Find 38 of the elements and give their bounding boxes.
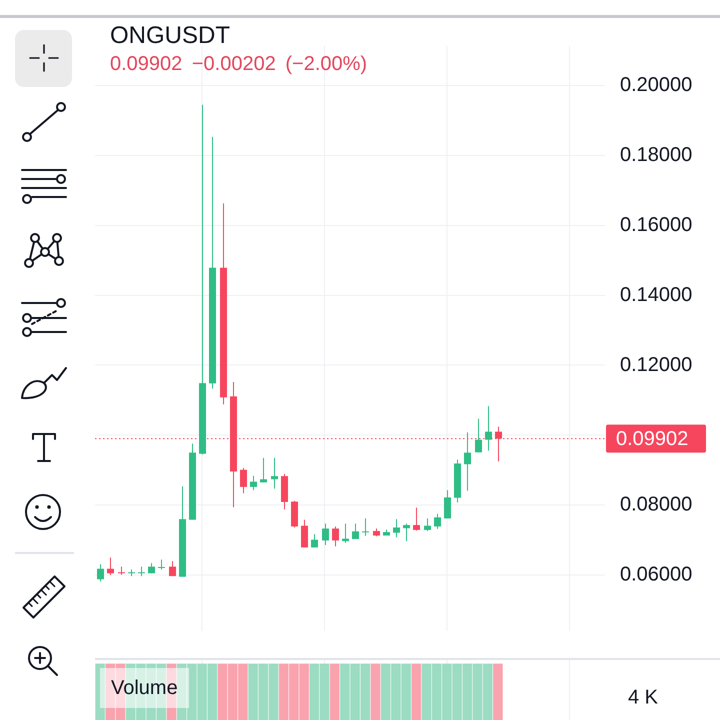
candlestick: [393, 518, 400, 538]
y-tick-label: 0.12000: [620, 354, 692, 376]
candlestick: [271, 457, 278, 490]
candlestick: [169, 560, 176, 577]
candlestick: [138, 566, 145, 577]
candlestick: [148, 562, 155, 574]
candlestick: [464, 432, 471, 492]
candlestick: [352, 523, 359, 540]
candlestick: [250, 475, 257, 491]
ref-line-label: 0.09902: [616, 428, 688, 450]
text: 4 K: [628, 686, 659, 708]
candlestick: [444, 490, 451, 519]
y-tick-label: 0.06000: [620, 564, 692, 586]
y-tick-label: 0.18000: [620, 144, 692, 166]
y-tick-label: 0.20000: [620, 74, 692, 96]
candlestick: [107, 557, 114, 576]
text: Volume: [100, 668, 189, 708]
y-tick-label: 0.14000: [620, 284, 692, 306]
candlestick: [434, 513, 441, 530]
candlestick: [322, 523, 329, 546]
candlestick: [158, 559, 165, 570]
chart-subtitle: 0.09902 −0.00202 (−2.00%): [110, 52, 368, 76]
candlestick: [424, 518, 431, 532]
candlestick: [485, 406, 492, 452]
y-tick-label: 0.16000: [620, 214, 692, 236]
candlestick: [240, 468, 247, 494]
candlestick: [413, 507, 420, 532]
candlestick: [332, 526, 339, 547]
candlestick: [260, 457, 267, 483]
y-tick-label: 0.08000: [620, 494, 692, 516]
candlestick: [311, 534, 318, 548]
candlestick: [342, 523, 349, 544]
candlestick: [403, 523, 410, 542]
candlestick: [475, 418, 482, 453]
candlestick: [97, 564, 104, 582]
candlestick: [301, 519, 308, 548]
candlestick: [362, 518, 369, 536]
chart-title: ONGUSDT: [110, 22, 230, 50]
